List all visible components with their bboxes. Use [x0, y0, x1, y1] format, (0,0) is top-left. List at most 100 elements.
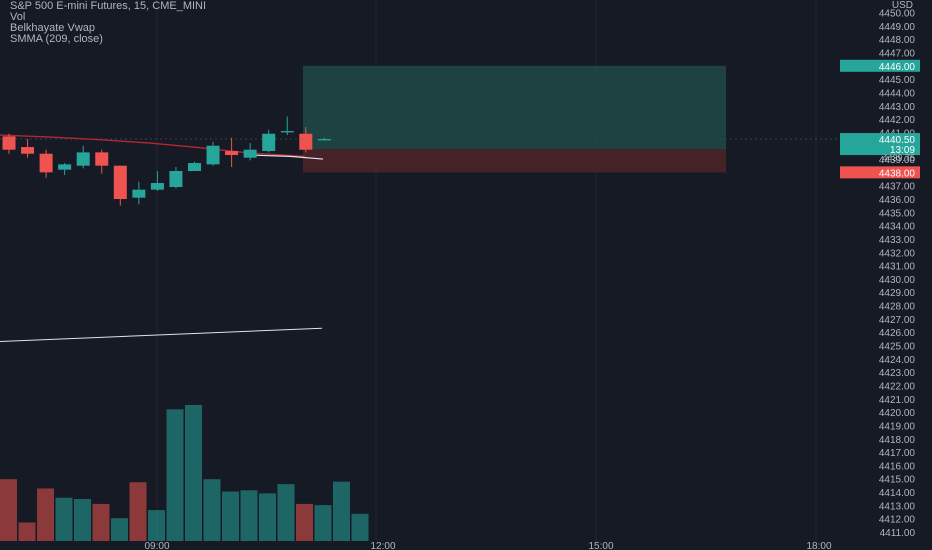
candle-body [150, 183, 164, 190]
candle-body [2, 136, 16, 150]
volume-bar [74, 498, 91, 541]
vwap-upper-line [249, 154, 324, 160]
candle [317, 137, 331, 141]
price-tick-label: 4421.00 [879, 395, 916, 406]
price-tick-label: 4420.00 [879, 408, 916, 419]
candle [299, 127, 313, 153]
volume-bar [185, 405, 202, 541]
price-tick-label: 4425.00 [879, 342, 916, 353]
candle [113, 165, 127, 206]
price-tick-label: 4447.00 [879, 48, 916, 59]
target-zone [303, 65, 726, 150]
candle-body [76, 152, 90, 166]
price-tick-label: 4424.00 [879, 355, 916, 366]
price-tick-label: 4433.00 [879, 235, 916, 246]
price-tick-label: 4439.00 [879, 155, 916, 166]
volume-bar [0, 479, 17, 541]
candles [2, 116, 331, 206]
volume-bar [148, 510, 165, 541]
price-tick-label: 4434.00 [879, 222, 916, 233]
volume-bar [351, 513, 369, 541]
legend-vol[interactable]: Vol [10, 11, 26, 23]
stop-price-badge: 4438.00 [879, 168, 916, 179]
price-tick-label: 4448.00 [879, 35, 916, 46]
volume-bar [277, 484, 295, 541]
price-tick-label: 4419.00 [879, 421, 916, 432]
volume-bar [92, 503, 110, 541]
candle [76, 145, 90, 169]
price-tick-label: 4423.00 [879, 368, 916, 379]
price-tick-label: 4443.00 [879, 102, 916, 113]
candle [169, 167, 183, 189]
price-tick-label: 4412.00 [879, 515, 916, 526]
price-tick-label: 4430.00 [879, 275, 916, 286]
candle-body [299, 133, 313, 150]
time-tick-label: 09:00 [144, 541, 169, 550]
candle [21, 139, 35, 158]
price-tick-label: 4442.00 [879, 115, 916, 126]
target-price-badge: 4446.00 [879, 62, 916, 73]
legend-smma[interactable]: SMMA (209, close) [10, 33, 103, 45]
countdown-label: 13:09 [890, 145, 915, 156]
price-tick-label: 4450.00 [879, 9, 916, 20]
entry-price-label: 4439.75 [882, 153, 915, 163]
price-tick-label: 4444.00 [879, 88, 916, 99]
volume-bar [222, 491, 239, 541]
chart-legend: S&P 500 E-mini Futures, 15, CME_MINI Vol… [10, 1, 206, 45]
candle [280, 116, 294, 136]
candle-body [206, 145, 220, 165]
price-tick-label: 4449.00 [879, 22, 916, 33]
candle-body [113, 165, 127, 199]
volume-bar [203, 479, 221, 541]
candle [150, 171, 164, 192]
price-tick-label: 4429.00 [879, 288, 916, 299]
price-tick-label: 4435.00 [879, 208, 916, 219]
candle-body [280, 131, 294, 133]
price-tick-label: 4417.00 [879, 448, 916, 459]
volume-bar [18, 522, 36, 541]
price-tick-label: 4437.00 [879, 182, 916, 193]
current-price-badge: 4440.50 [879, 135, 916, 146]
stop-price-badge-bg [840, 166, 920, 179]
candle-body [21, 147, 35, 154]
price-tick-label: 4436.00 [879, 195, 916, 206]
price-tick-label: 4428.00 [879, 302, 916, 313]
legend-symbol[interactable]: S&P 500 E-mini Futures, 15, CME_MINI [10, 0, 207, 12]
candle [188, 161, 201, 172]
time-tick-label: 12:00 [370, 541, 395, 550]
time-tick-label: 15:00 [588, 541, 613, 550]
candle-body [225, 151, 239, 156]
candle-body [132, 189, 146, 198]
time-tick-label: 18:00 [806, 541, 831, 550]
volume-bar [314, 505, 332, 541]
volume-bar [111, 518, 128, 541]
legend-vwap[interactable]: Belkhayate Vwap [10, 22, 95, 34]
stop-zone [303, 149, 726, 173]
volume-bar [333, 481, 350, 541]
candle [95, 149, 109, 174]
volume-bar [55, 497, 73, 541]
price-axis-bg [839, 0, 932, 550]
candle-body [262, 133, 276, 152]
volume-bars [0, 405, 369, 541]
price-tick-label: 4426.00 [879, 328, 916, 339]
price-tick-label: 4411.00 [880, 528, 916, 539]
candle [206, 141, 220, 166]
candle-body [95, 152, 109, 166]
current-price-badge-bg [840, 133, 920, 156]
candle [2, 133, 16, 154]
price-tick-label: 4415.00 [879, 475, 916, 486]
vwap-lower-line [0, 327, 323, 343]
volume-bar [37, 488, 54, 541]
volume-bar [240, 490, 258, 541]
volume-bar [259, 493, 276, 541]
candle [243, 143, 257, 161]
candle-body [169, 171, 183, 188]
volume-bar [129, 482, 147, 541]
target-price-badge-bg [840, 59, 920, 72]
price-tick-label: 4432.00 [879, 248, 916, 259]
position-zones [303, 65, 726, 173]
volume-bar [166, 409, 184, 541]
